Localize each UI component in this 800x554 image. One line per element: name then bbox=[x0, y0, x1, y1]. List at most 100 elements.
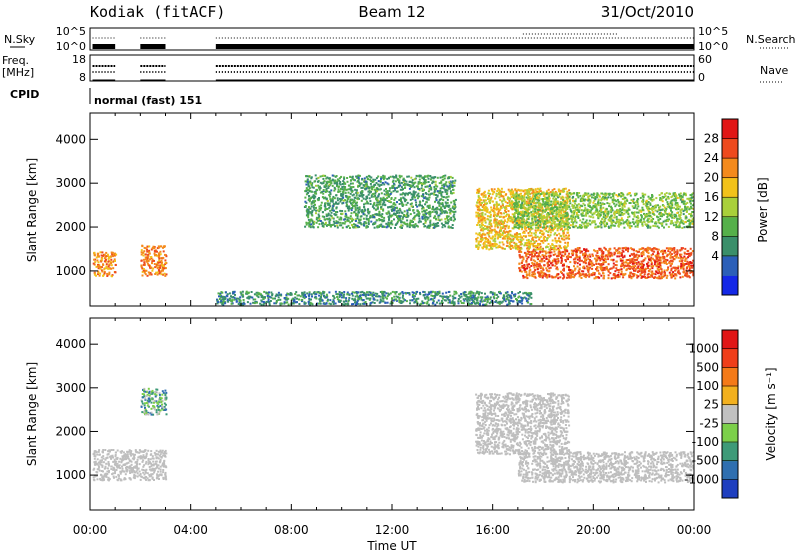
rti-pixel bbox=[436, 301, 438, 304]
rti-pixel bbox=[313, 292, 316, 295]
rti-pixel bbox=[687, 252, 690, 255]
rti-pixel bbox=[492, 245, 495, 248]
rti-pixel bbox=[536, 187, 539, 190]
rti-pixel bbox=[514, 211, 516, 214]
rti-pixel bbox=[680, 260, 683, 263]
rti-pixel bbox=[589, 215, 592, 218]
rti-pixel bbox=[524, 210, 526, 213]
rti-pixel bbox=[553, 248, 556, 250]
rti-pixel bbox=[145, 269, 148, 272]
rti-pixel bbox=[157, 252, 160, 255]
rti-pixel bbox=[153, 247, 156, 250]
rti-pixel bbox=[488, 244, 491, 247]
rti-pixel bbox=[631, 221, 634, 224]
rti-pixel bbox=[361, 290, 364, 293]
rti-pixel bbox=[304, 302, 307, 305]
rti-pixel bbox=[641, 250, 644, 253]
rti-pixel bbox=[657, 276, 660, 279]
rti-pixel bbox=[667, 197, 670, 200]
rti-pixel bbox=[683, 252, 686, 255]
rti-pixel bbox=[686, 250, 689, 253]
rti-pixel bbox=[605, 221, 608, 224]
rti-pixel bbox=[162, 265, 165, 267]
rti-pixel bbox=[103, 271, 106, 273]
rti-pixel bbox=[510, 202, 512, 205]
rti-pixel bbox=[553, 220, 556, 223]
rti-pixel bbox=[521, 199, 524, 202]
rti-pixel bbox=[530, 296, 533, 299]
rti-pixel bbox=[515, 202, 518, 205]
rti-pixel bbox=[333, 297, 336, 299]
rti-pixel bbox=[573, 205, 576, 208]
rti-pixel bbox=[686, 201, 689, 204]
rti-pixel bbox=[395, 298, 397, 301]
rti-pixel bbox=[567, 254, 570, 257]
rti-pixel bbox=[385, 292, 388, 295]
rti-pixel bbox=[604, 261, 607, 263]
rti-pixel bbox=[602, 251, 605, 254]
rti-pixel bbox=[105, 255, 108, 258]
rti-pixel bbox=[551, 211, 554, 214]
rti-pixel bbox=[637, 261, 640, 264]
rti-pixel bbox=[584, 226, 587, 229]
rti-pixel bbox=[115, 253, 118, 256]
rti-pixel bbox=[471, 301, 473, 304]
rti-pixel bbox=[567, 231, 570, 234]
rti-pixel bbox=[689, 198, 692, 201]
rti-pixel bbox=[464, 298, 467, 300]
freq-tick-bottom: 8 bbox=[79, 71, 86, 84]
rti-pixel bbox=[402, 300, 405, 303]
rti-pixel bbox=[478, 213, 481, 216]
rti-pixel bbox=[646, 219, 649, 222]
rti-pixel bbox=[563, 225, 566, 228]
rti-pixel bbox=[580, 259, 583, 262]
rti-pixel bbox=[619, 247, 622, 250]
rti-pixel bbox=[480, 219, 483, 222]
rti-pixel bbox=[362, 294, 365, 297]
rti-pixel bbox=[440, 300, 443, 302]
rti-pixel bbox=[491, 208, 494, 211]
rti-pixel bbox=[489, 220, 492, 223]
rti-pixel bbox=[562, 189, 565, 192]
rti-pixel bbox=[499, 220, 502, 223]
rti-pixel bbox=[658, 222, 661, 225]
rti-pixel bbox=[110, 275, 113, 278]
rti-pixel bbox=[576, 205, 579, 208]
rti-pixel bbox=[578, 249, 581, 252]
rti-pixel bbox=[603, 246, 606, 249]
rti-pixel bbox=[499, 215, 502, 218]
rti-pixel bbox=[543, 256, 545, 259]
rti-pixel bbox=[636, 215, 639, 218]
rti-pixel bbox=[140, 249, 143, 252]
rti-pixel bbox=[574, 217, 576, 220]
rti-pixel bbox=[501, 241, 504, 244]
rti-pixel bbox=[587, 209, 590, 211]
rti-pixel bbox=[572, 276, 575, 279]
rti-pixel bbox=[558, 223, 561, 226]
rti-pixel bbox=[691, 266, 693, 269]
rti-pixel bbox=[580, 197, 583, 200]
rti-pixel bbox=[237, 303, 240, 305]
rti-pixel bbox=[532, 245, 535, 248]
rti-pixel bbox=[600, 265, 603, 267]
rti-pixel bbox=[515, 190, 518, 193]
rti-pixel bbox=[589, 223, 592, 226]
rti-pixel bbox=[527, 204, 530, 207]
rti-pixel bbox=[670, 219, 673, 222]
rti-pixel bbox=[114, 252, 116, 255]
rti-pixel bbox=[105, 265, 108, 268]
rti-pixel bbox=[548, 256, 551, 259]
rti-pixel bbox=[265, 301, 268, 304]
rti-pixel bbox=[508, 230, 511, 233]
rti-pixel bbox=[219, 292, 222, 295]
rti-pixel bbox=[613, 273, 615, 275]
rti-pixel bbox=[112, 260, 115, 263]
rti-pixel bbox=[521, 224, 524, 227]
rti-pixel bbox=[538, 218, 541, 221]
rti-pixel bbox=[603, 268, 606, 271]
rti-pixel bbox=[682, 222, 685, 225]
rti-pixel bbox=[573, 192, 575, 195]
rti-pixel bbox=[271, 293, 274, 296]
rti-pixel bbox=[513, 220, 516, 223]
rti-pixel bbox=[534, 269, 537, 271]
